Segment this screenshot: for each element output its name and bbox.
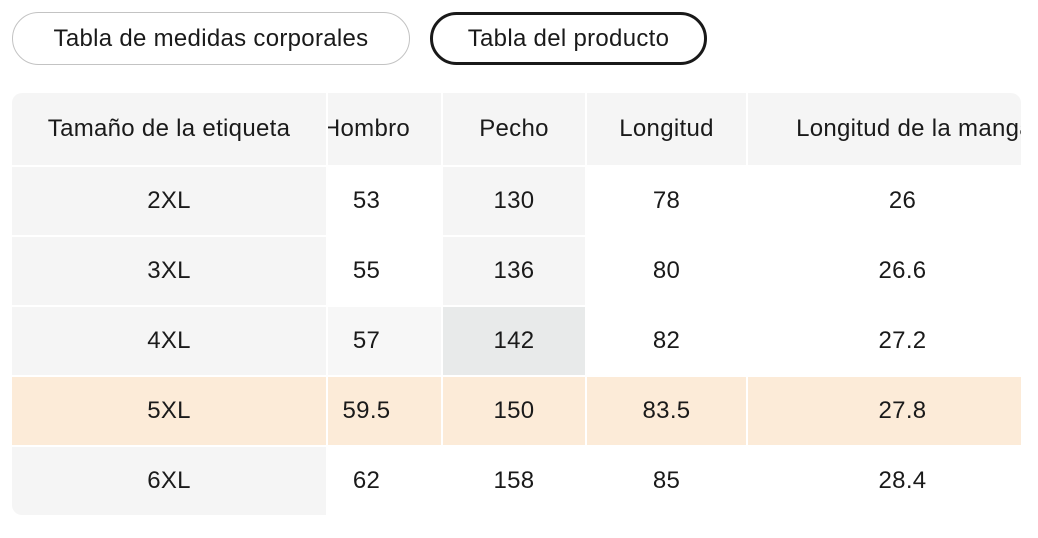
tab-body-measurements-label: Tabla de medidas corporales (53, 24, 369, 52)
value-cell-3xl-chest[interactable]: 136 (443, 237, 585, 305)
value-text: 80 (652, 257, 681, 284)
value-cell-5xl-sleeve[interactable]: 27.8 (748, 377, 1021, 445)
size-label: 5XL (147, 397, 191, 424)
tab-product-measurements-label: Tabla del producto (467, 24, 670, 52)
column-header-label-size: Tamaño de la etiqueta (12, 93, 326, 165)
value-cell-4xl-length[interactable]: 82 (587, 307, 746, 375)
size-cell-5xl-selected[interactable]: 5XL (12, 377, 326, 445)
value-text: 26 (888, 187, 917, 214)
value-cell-6xl-sleeve[interactable]: 28.4 (748, 447, 1021, 515)
value-text: 142 (493, 327, 535, 354)
value-text: 27.8 (878, 397, 927, 424)
value-text: 26.6 (878, 257, 927, 284)
value-text: 59.5 (342, 397, 391, 424)
size-cell-3xl[interactable]: 3XL (12, 237, 326, 305)
tab-body-measurements[interactable]: Tabla de medidas corporales (12, 12, 410, 65)
value-text: 62 (352, 467, 381, 494)
value-cell-3xl-sleeve[interactable]: 26.6 (748, 237, 1021, 305)
value-text: 82 (652, 327, 681, 354)
value-text: 85 (652, 467, 681, 494)
size-label: 4XL (147, 327, 191, 354)
value-text: 158 (493, 467, 535, 494)
product-size-table: Tamaño de la etiqueta Hombro Pecho Longi… (12, 93, 1021, 515)
size-label: 6XL (147, 467, 191, 494)
value-text: 78 (652, 187, 681, 214)
column-header-chest: Pecho (443, 93, 585, 165)
value-cell-5xl-chest[interactable]: 150 (443, 377, 585, 445)
value-text: 150 (493, 397, 535, 424)
size-cell-6xl[interactable]: 6XL (12, 447, 326, 515)
value-cell-6xl-length[interactable]: 85 (587, 447, 746, 515)
value-text: 27.2 (878, 327, 927, 354)
value-cell-5xl-shoulder[interactable]: 59.5 (328, 377, 441, 445)
tab-product-measurements[interactable]: Tabla del producto (430, 12, 707, 65)
size-cell-4xl[interactable]: 4XL (12, 307, 326, 375)
column-header-text: Longitud (619, 115, 714, 142)
column-header-shoulder: Hombro (328, 93, 441, 165)
value-text: 28.4 (878, 467, 927, 494)
value-cell-6xl-shoulder[interactable]: 62 (328, 447, 441, 515)
value-text: 55 (352, 257, 381, 284)
value-text: 53 (352, 187, 381, 214)
value-cell-5xl-length[interactable]: 83.5 (587, 377, 746, 445)
column-header-text: Hombro (328, 115, 411, 142)
value-cell-4xl-sleeve[interactable]: 27.2 (748, 307, 1021, 375)
size-label: 2XL (147, 187, 191, 214)
value-cell-4xl-chest-hovered[interactable]: 142 (443, 307, 585, 375)
value-cell-4xl-shoulder[interactable]: 57 (328, 307, 441, 375)
size-label: 3XL (147, 257, 191, 284)
value-cell-3xl-shoulder[interactable]: 55 (328, 237, 441, 305)
value-text: 136 (493, 257, 535, 284)
value-cell-2xl-sleeve[interactable]: 26 (748, 167, 1021, 235)
column-header-length: Longitud (587, 93, 746, 165)
value-cell-3xl-length[interactable]: 80 (587, 237, 746, 305)
column-header-text: Longitud de la manga (796, 115, 1021, 142)
size-chart-tabs: Tabla de medidas corporales Tabla del pr… (12, 12, 707, 65)
value-text: 57 (352, 327, 381, 354)
column-header-sleeve-length: Longitud de la manga (748, 93, 1021, 165)
size-table-grid: Tamaño de la etiqueta Hombro Pecho Longi… (12, 93, 1021, 515)
size-cell-2xl[interactable]: 2XL (12, 167, 326, 235)
value-text: 83.5 (642, 397, 691, 424)
value-cell-2xl-shoulder[interactable]: 53 (328, 167, 441, 235)
column-header-text: Tamaño de la etiqueta (47, 115, 291, 142)
value-cell-2xl-length[interactable]: 78 (587, 167, 746, 235)
value-cell-2xl-chest[interactable]: 130 (443, 167, 585, 235)
value-cell-6xl-chest[interactable]: 158 (443, 447, 585, 515)
value-text: 130 (493, 187, 535, 214)
column-header-text: Pecho (479, 115, 549, 142)
